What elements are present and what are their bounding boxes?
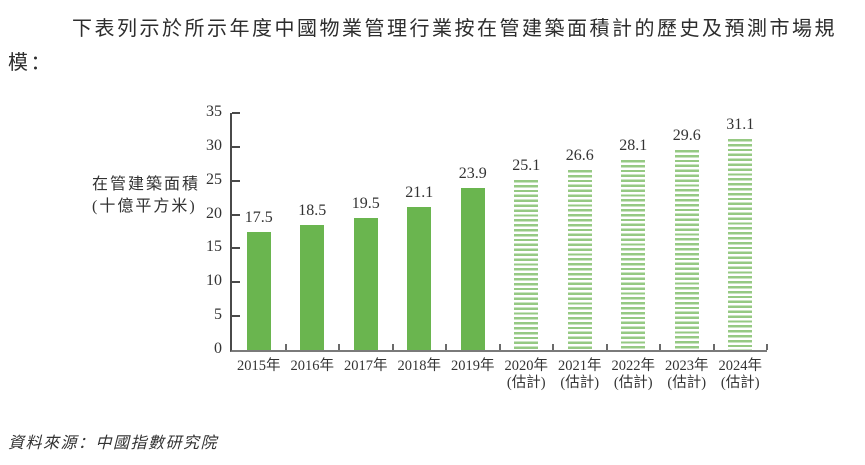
x-axis-label-year: 2015年: [237, 358, 281, 374]
y-axis-tick-label: 5: [214, 306, 222, 324]
x-axis-tick: [338, 344, 340, 350]
x-axis-tick: [605, 344, 608, 350]
y-axis-tick: [232, 247, 240, 250]
bar-2017年: [353, 217, 378, 350]
source-note: 資料來源：中國指數研究院: [8, 435, 219, 452]
bar-2020年: [514, 180, 539, 350]
x-axis-tick: [712, 344, 715, 350]
x-axis-label-estimate: (估計): [613, 375, 653, 391]
bar-value-label: 28.1: [619, 136, 648, 154]
x-axis-label-year: 2021年: [558, 358, 602, 374]
y-axis-tick: [232, 179, 240, 182]
bar-value-label: 31.1: [726, 116, 755, 134]
x-axis-label-year: 2020年: [504, 358, 549, 374]
x-axis-label: 2016年: [274, 358, 350, 375]
x-axis-label-year: 2017年: [344, 358, 388, 374]
x-axis-label-year: 2016年: [290, 358, 335, 374]
y-axis-tick: [232, 315, 240, 318]
x-axis-label-estimate: (估計): [560, 375, 600, 391]
x-axis-label: 2017年: [328, 358, 404, 375]
x-axis-label: 2021年 (估計): [542, 358, 618, 392]
chart-intro-text-line2: 模：: [8, 52, 53, 74]
x-axis-tick: [659, 344, 661, 350]
bar-2016年: [300, 224, 325, 350]
bar-value-label: 17.5: [244, 208, 273, 226]
x-axis-label-year: 2023年: [665, 358, 709, 374]
y-axis-tick-label: 25: [206, 170, 222, 188]
x-axis-tick: [391, 344, 394, 350]
x-axis-tick: [498, 344, 501, 350]
chart-intro-text-line1: 下表列示於所示年度中國物業管理行業按在管建築面積計的歷史及預測市場規: [72, 18, 837, 40]
x-axis-label: 2022年 (估計): [595, 358, 671, 392]
x-axis-label: 2020年 (估計): [488, 358, 564, 392]
x-axis-tick: [284, 344, 287, 350]
y-axis-tick-label: 30: [206, 136, 222, 154]
y-axis-title: 在管建築面積 (十億平方米): [92, 174, 200, 218]
y-axis-tick-label: 0: [214, 340, 222, 357]
bar-2021年: [567, 169, 592, 350]
y-axis-tick-label: 20: [206, 204, 222, 222]
x-axis-label: 2019年: [435, 358, 511, 375]
x-axis-label-year: 2022年: [611, 358, 656, 374]
x-axis-label: 2015年: [221, 358, 297, 375]
x-axis-label-estimate: (估計): [667, 375, 707, 391]
x-axis-label: 2023年 (估計): [649, 358, 725, 392]
bar-value-label: 29.6: [672, 126, 701, 144]
y-axis-tick: [232, 213, 240, 216]
bar-2023年: [674, 149, 699, 350]
bar-2024年: [728, 139, 753, 350]
x-axis-label-estimate: (估計): [720, 375, 760, 391]
bar-2018年: [407, 207, 432, 350]
x-axis-tick: [552, 344, 554, 350]
y-axis-tick-label: 15: [206, 238, 222, 256]
bar-value-label: 23.9: [458, 165, 487, 183]
x-axis-tick: [766, 344, 768, 350]
bar-value-label: 19.5: [351, 194, 380, 212]
y-axis-tick: [232, 281, 240, 284]
bar-2022年: [621, 159, 646, 350]
y-axis-title-line2: (十億平方米): [92, 198, 197, 215]
bar-2015年: [246, 231, 271, 350]
x-axis-label-year: 2018年: [397, 358, 442, 374]
y-axis-tick: [232, 145, 240, 148]
x-axis-label-year: 2019年: [451, 358, 495, 374]
x-axis-label-estimate: (估計): [506, 375, 546, 391]
x-axis-tick: [445, 344, 447, 350]
bar-value-label: 21.1: [405, 184, 434, 202]
x-axis-label: 2018年: [381, 358, 457, 375]
x-axis-label-year: 2024年: [718, 358, 763, 374]
bar-value-label: 25.1: [512, 157, 541, 175]
y-axis-title-line1: 在管建築面積: [92, 176, 201, 193]
x-axis-label: 2024年 (估計): [702, 358, 778, 392]
bar-value-label: 18.5: [298, 201, 327, 219]
y-axis-tick-label: 35: [206, 103, 222, 120]
bar-value-label: 26.6: [565, 146, 594, 164]
bar-2019年: [460, 188, 485, 350]
y-axis-tick: [232, 112, 240, 114]
gfa-bar-chart-plot-area: 0 5 10 15 20 25 30 35 17.5 2015年 18.5 2016年 19.5 2017…: [206, 103, 768, 391]
y-axis-tick-label: 10: [206, 272, 222, 290]
